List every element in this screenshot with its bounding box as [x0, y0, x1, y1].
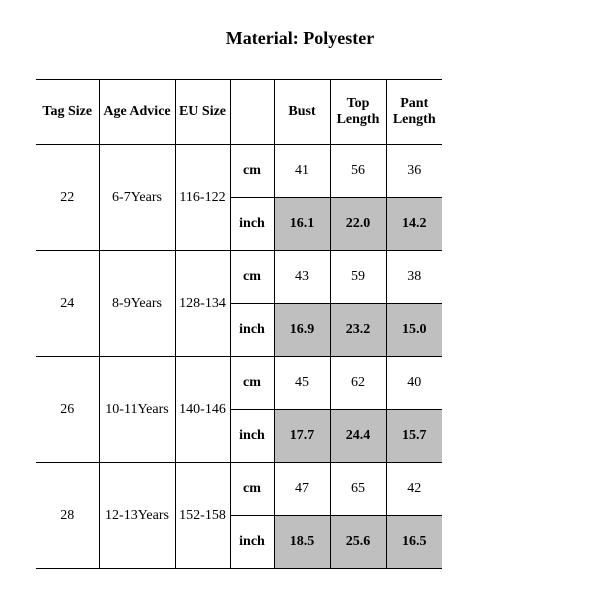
cell-top: 24.4 — [330, 410, 386, 463]
cell-age: 12-13Years — [99, 463, 175, 569]
cell-tag: 28 — [36, 463, 99, 569]
cell-pant: 40 — [386, 357, 442, 410]
cell-bust: 18.5 — [274, 516, 330, 569]
cell-bust: 41 — [274, 145, 330, 198]
cell-top: 65 — [330, 463, 386, 516]
cell-pant: 14.2 — [386, 198, 442, 251]
size-table-body: 22 6-7Years 116-122 cm 41 56 36 inch 16.… — [36, 145, 442, 569]
cell-eu: 128-134 — [175, 251, 230, 357]
cell-unit-cm: cm — [230, 463, 274, 516]
cell-bust: 16.9 — [274, 304, 330, 357]
cell-unit-cm: cm — [230, 145, 274, 198]
cell-age: 10-11Years — [99, 357, 175, 463]
col-bust: Bust — [274, 80, 330, 145]
cell-bust: 47 — [274, 463, 330, 516]
cell-bust: 45 — [274, 357, 330, 410]
cell-tag: 24 — [36, 251, 99, 357]
cell-top: 23.2 — [330, 304, 386, 357]
col-tag: Tag Size — [36, 80, 99, 145]
table-row: 22 6-7Years 116-122 cm 41 56 36 — [36, 145, 442, 198]
cell-top: 25.6 — [330, 516, 386, 569]
col-age: Age Advice — [99, 80, 175, 145]
size-table: Tag Size Age Advice EU Size Bust Top Len… — [36, 79, 442, 569]
cell-age: 8-9Years — [99, 251, 175, 357]
cell-unit-inch: inch — [230, 410, 274, 463]
cell-pant: 15.7 — [386, 410, 442, 463]
table-row: 26 10-11Years 140-146 cm 45 62 40 — [36, 357, 442, 410]
cell-top: 62 — [330, 357, 386, 410]
cell-pant: 15.0 — [386, 304, 442, 357]
cell-pant: 38 — [386, 251, 442, 304]
col-unit — [230, 80, 274, 145]
col-top: Top Length — [330, 80, 386, 145]
cell-tag: 22 — [36, 145, 99, 251]
cell-eu: 152-158 — [175, 463, 230, 569]
cell-eu: 116-122 — [175, 145, 230, 251]
cell-pant: 42 — [386, 463, 442, 516]
cell-top: 56 — [330, 145, 386, 198]
cell-tag: 26 — [36, 357, 99, 463]
cell-unit-inch: inch — [230, 516, 274, 569]
cell-eu: 140-146 — [175, 357, 230, 463]
cell-top: 59 — [330, 251, 386, 304]
cell-pant: 16.5 — [386, 516, 442, 569]
header-row: Tag Size Age Advice EU Size Bust Top Len… — [36, 80, 442, 145]
cell-top: 22.0 — [330, 198, 386, 251]
size-chart-page: Material: Polyester Tag Size Age Advice … — [0, 0, 600, 600]
col-eu: EU Size — [175, 80, 230, 145]
table-row: 28 12-13Years 152-158 cm 47 65 42 — [36, 463, 442, 516]
cell-pant: 36 — [386, 145, 442, 198]
table-row: 24 8-9Years 128-134 cm 43 59 38 — [36, 251, 442, 304]
cell-bust: 43 — [274, 251, 330, 304]
col-pant: Pant Length — [386, 80, 442, 145]
cell-unit-cm: cm — [230, 251, 274, 304]
cell-bust: 17.7 — [274, 410, 330, 463]
page-title: Material: Polyester — [0, 28, 600, 49]
cell-unit-inch: inch — [230, 304, 274, 357]
cell-unit-cm: cm — [230, 357, 274, 410]
cell-bust: 16.1 — [274, 198, 330, 251]
cell-age: 6-7Years — [99, 145, 175, 251]
cell-unit-inch: inch — [230, 198, 274, 251]
